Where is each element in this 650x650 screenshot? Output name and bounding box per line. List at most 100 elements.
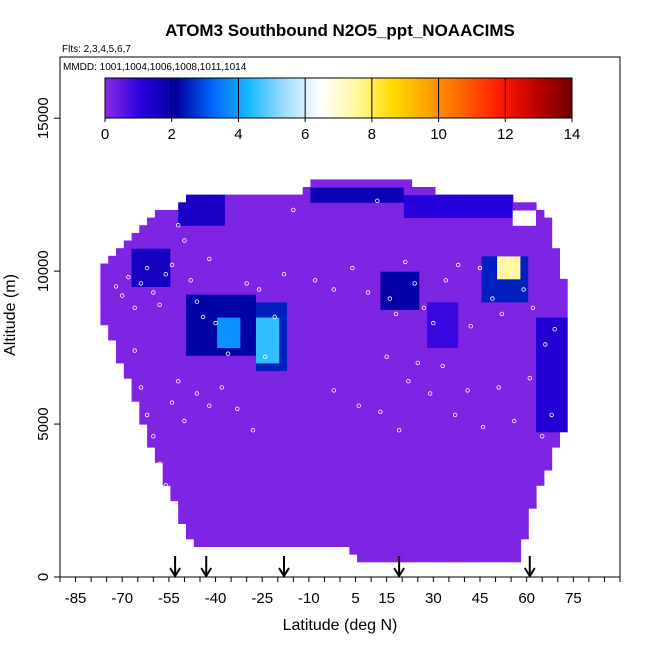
heatmap-cell (123, 255, 133, 264)
heatmap-cell (318, 301, 327, 310)
heatmap-cell (403, 531, 413, 540)
heatmap-cell (302, 194, 312, 203)
heatmap-cell (520, 508, 529, 517)
heatmap-cell (186, 477, 195, 486)
heatmap-cell (287, 286, 296, 295)
heatmap-cell (116, 347, 125, 356)
heatmap-cell (489, 469, 498, 479)
heatmap-cell (349, 301, 358, 310)
heatmap-cell (442, 362, 452, 372)
heatmap-cell (380, 447, 389, 456)
heatmap-cell (388, 355, 397, 364)
heatmap-cell (271, 523, 280, 532)
heatmap-cell (326, 355, 335, 364)
heatmap-cell (528, 378, 537, 387)
heatmap-cell (536, 416, 545, 425)
heatmap-cell (287, 370, 296, 379)
heatmap-cell (466, 485, 475, 494)
heatmap-cell (326, 286, 335, 295)
heatmap-cell (512, 454, 522, 463)
heatmap-cell (364, 546, 374, 555)
heatmap-cell (279, 370, 288, 379)
heatmap-cell (434, 263, 444, 272)
x-tick-label: 45 (472, 590, 489, 607)
heatmap-cell (224, 408, 234, 417)
heatmap-cell (504, 225, 514, 234)
heatmap-cell (372, 301, 382, 310)
heatmap-cell (224, 263, 234, 272)
heatmap-cell (147, 240, 156, 249)
heatmap-cell (170, 454, 179, 463)
heatmap-cell (240, 286, 249, 295)
heatmap-cell (559, 401, 568, 410)
heatmap-cell (224, 317, 234, 326)
heatmap-cell (458, 554, 467, 563)
heatmap-cell (411, 339, 420, 349)
heatmap-cell (224, 378, 234, 387)
heatmap-cell (201, 362, 210, 372)
heatmap-cell (193, 370, 203, 379)
heatmap-cell (427, 240, 436, 249)
heatmap-cell (380, 255, 389, 264)
heatmap-cell (497, 454, 506, 463)
heatmap-cell (543, 278, 553, 287)
heatmap-cell (504, 355, 514, 364)
heatmap-cell (271, 209, 280, 219)
heatmap-cell (543, 401, 553, 410)
heatmap-cell (123, 347, 133, 356)
heatmap-cell (450, 431, 459, 440)
heatmap-cell (186, 263, 195, 272)
heatmap-cell (162, 469, 172, 479)
heatmap-cell (481, 202, 490, 211)
heatmap-cell (349, 531, 358, 540)
heatmap-cell (512, 515, 522, 524)
sample-point (144, 265, 150, 271)
heatmap-cell (201, 424, 210, 433)
heatmap-cell (186, 217, 195, 226)
heatmap-cell (551, 362, 560, 372)
heatmap-cell (551, 255, 560, 264)
heatmap-cell (403, 508, 413, 517)
heatmap-cell (396, 401, 405, 410)
heatmap-cell (489, 431, 498, 440)
heatmap-cell (310, 469, 319, 479)
heatmap-cell (473, 317, 483, 326)
heatmap-cell (434, 232, 444, 242)
heatmap-cell (543, 255, 553, 264)
heatmap-cell (380, 515, 389, 524)
heatmap-cell (489, 554, 498, 563)
heatmap-cell (193, 439, 203, 448)
heatmap-cell (162, 447, 172, 456)
heatmap-cell (481, 347, 490, 356)
heatmap-cell (442, 393, 452, 402)
heatmap-cell (162, 424, 172, 433)
heatmap-cell (481, 416, 490, 425)
heatmap-cell (427, 401, 436, 410)
heatmap-cell (310, 202, 319, 211)
heatmap-cell (504, 454, 514, 463)
heatmap-cell (364, 447, 374, 456)
heatmap-cell (326, 431, 335, 440)
heatmap-cell (240, 271, 249, 280)
heatmap-cell (310, 370, 319, 379)
heatmap-cell (497, 385, 506, 394)
heatmap-cell (162, 209, 172, 219)
heatmap-cell (318, 385, 327, 394)
heatmap-cell (100, 294, 109, 303)
heatmap-cell (310, 362, 319, 372)
heatmap-cell (263, 401, 273, 410)
heatmap-cell (551, 317, 560, 326)
heatmap-cell (248, 301, 257, 310)
heatmap-cell (178, 309, 187, 318)
heatmap-cell (248, 294, 257, 303)
heatmap-cell (543, 462, 553, 471)
heatmap-cell (240, 408, 249, 417)
heatmap-cell (201, 538, 210, 547)
heatmap-cell (333, 477, 343, 486)
heatmap-cell (302, 301, 312, 310)
heatmap-cell (201, 255, 210, 264)
heatmap-cell (154, 347, 164, 356)
heatmap-cell (294, 263, 304, 272)
heatmap-cell (481, 401, 490, 410)
heatmap-cell (434, 225, 444, 234)
